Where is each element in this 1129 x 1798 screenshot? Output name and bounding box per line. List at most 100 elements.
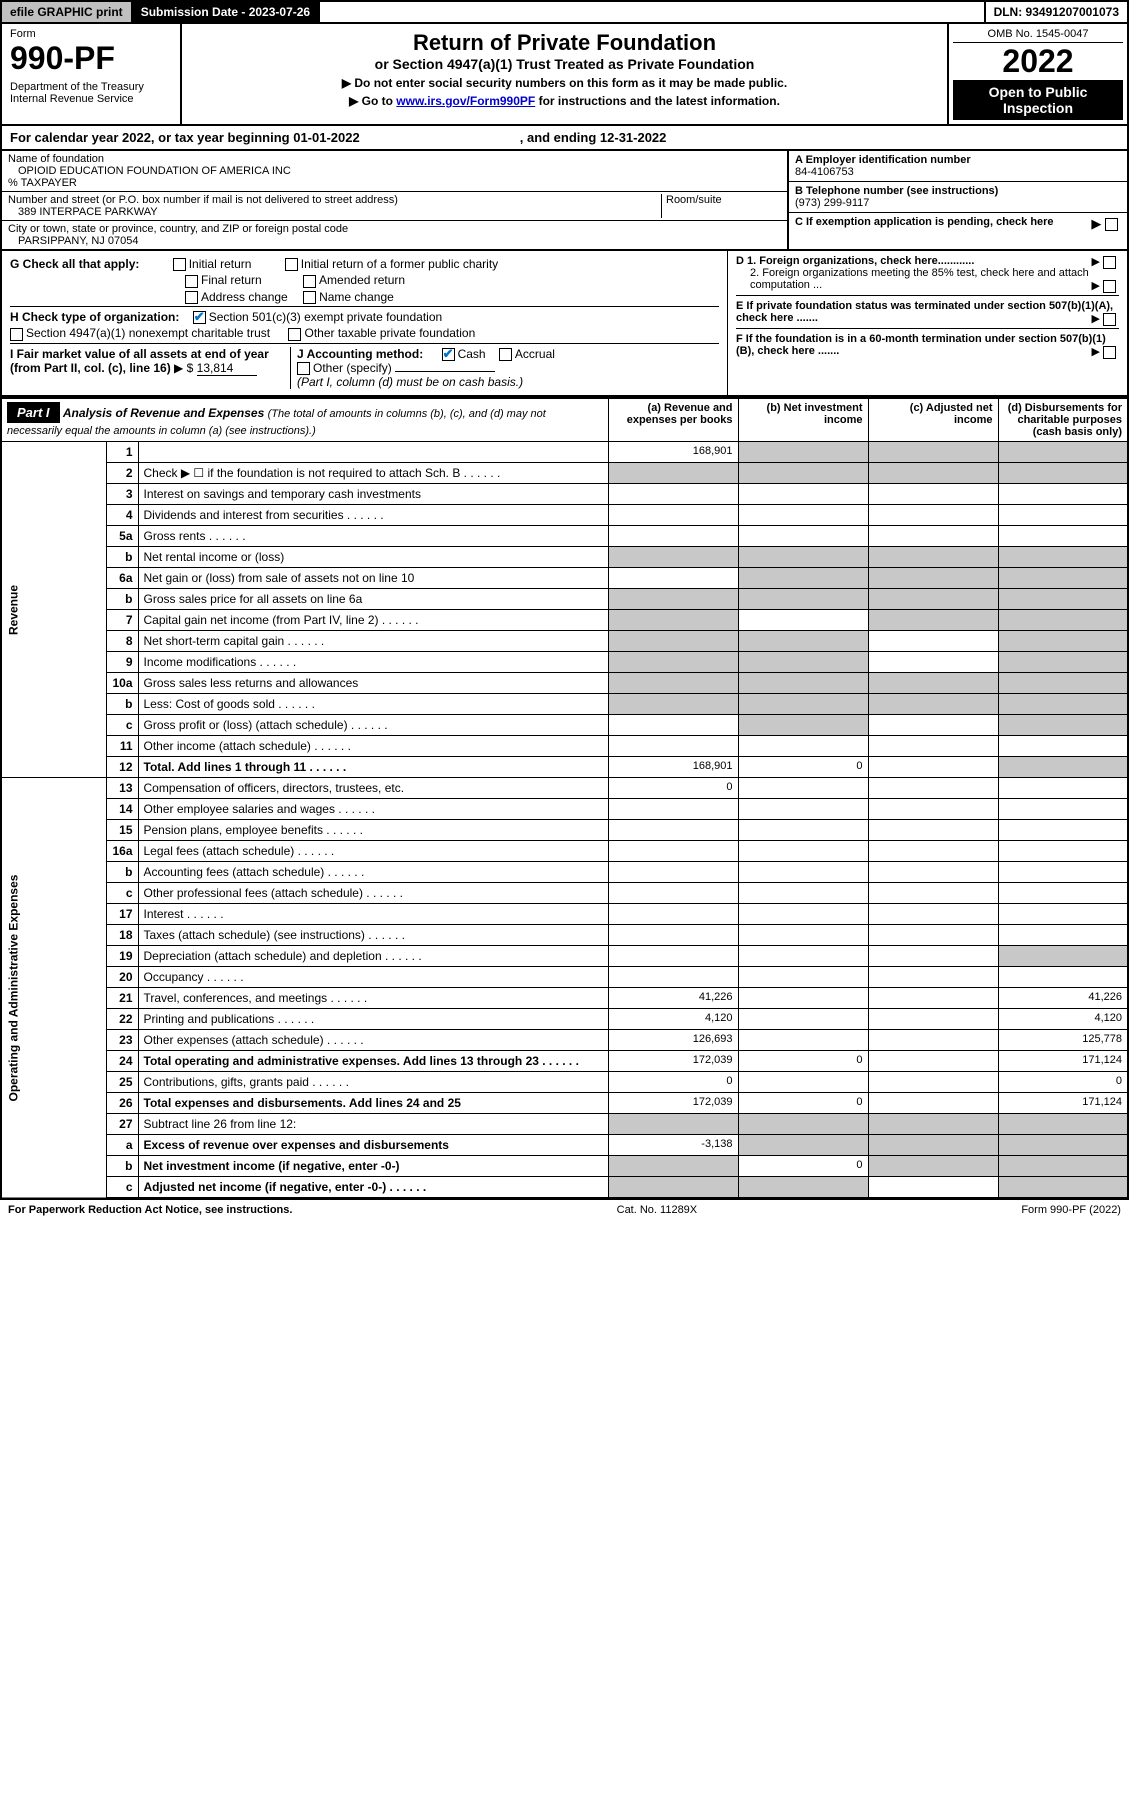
line-description: Occupancy . . . . . . (138, 967, 608, 988)
form990pf-link[interactable]: www.irs.gov/Form990PF (396, 94, 535, 108)
table-row: 9Income modifications . . . . . . (1, 652, 1128, 673)
line-description: Net short-term capital gain . . . . . . (138, 631, 608, 652)
col-c-header: (c) Adjusted net income (868, 398, 998, 442)
address-change-checkbox[interactable] (185, 291, 198, 304)
cell: 171,124 (998, 1051, 1128, 1072)
line-description: Subtract line 26 from line 12: (138, 1114, 608, 1135)
cell (738, 652, 868, 673)
cell: 0 (608, 778, 738, 799)
cell (738, 820, 868, 841)
cat-no: Cat. No. 11289X (617, 1204, 698, 1216)
cell (738, 673, 868, 694)
cell (608, 946, 738, 967)
table-row: bGross sales price for all assets on lin… (1, 589, 1128, 610)
paperwork-notice: For Paperwork Reduction Act Notice, see … (8, 1204, 292, 1216)
d1-checkbox[interactable] (1103, 256, 1116, 269)
cell (738, 862, 868, 883)
address-block: Number and street (or P.O. box number if… (2, 192, 787, 221)
line-description: Gross profit or (loss) (attach schedule)… (138, 715, 608, 736)
table-row: 4Dividends and interest from securities … (1, 505, 1128, 526)
cell (608, 904, 738, 925)
line-number: c (107, 1177, 138, 1199)
line-number: 11 (107, 736, 138, 757)
e-checkbox[interactable] (1103, 313, 1116, 326)
amended-return-checkbox[interactable] (303, 275, 316, 288)
f-checkbox[interactable] (1103, 346, 1116, 359)
line-description: Travel, conferences, and meetings . . . … (138, 988, 608, 1009)
line-number: 17 (107, 904, 138, 925)
line-description: Check ▶ ☐ if the foundation is not requi… (138, 463, 608, 484)
cell (998, 904, 1128, 925)
exemption-pending: C If exemption application is pending, c… (789, 213, 1127, 231)
initial-former-checkbox[interactable] (285, 258, 298, 271)
cell (998, 484, 1128, 505)
table-row: 21Travel, conferences, and meetings . . … (1, 988, 1128, 1009)
g-row: G Check all that apply: Initial return I… (10, 257, 719, 271)
cell (998, 442, 1128, 463)
cell (868, 526, 998, 547)
check-section: G Check all that apply: Initial return I… (0, 251, 1129, 397)
initial-return-checkbox[interactable] (173, 258, 186, 271)
ein-block: A Employer identification number 84-4106… (789, 151, 1127, 182)
cell (738, 1114, 868, 1135)
501c3-checkbox[interactable] (193, 311, 206, 324)
line-number: b (107, 547, 138, 568)
cell (738, 505, 868, 526)
analysis-table: Part I Analysis of Revenue and Expenses … (0, 397, 1129, 1199)
cell (608, 820, 738, 841)
cell (608, 925, 738, 946)
cell (998, 694, 1128, 715)
cell (998, 715, 1128, 736)
table-row: cGross profit or (loss) (attach schedule… (1, 715, 1128, 736)
table-row: bNet rental income or (loss) (1, 547, 1128, 568)
cash-checkbox[interactable] (442, 348, 455, 361)
cell (738, 568, 868, 589)
cell (608, 1156, 738, 1177)
final-return-checkbox[interactable] (185, 275, 198, 288)
table-row: 15Pension plans, employee benefits . . .… (1, 820, 1128, 841)
table-row: 5aGross rents . . . . . . (1, 526, 1128, 547)
line-description: Other expenses (attach schedule) . . . .… (138, 1030, 608, 1051)
cell: 172,039 (608, 1051, 738, 1072)
exemption-checkbox[interactable] (1105, 218, 1118, 231)
cell (868, 673, 998, 694)
table-row: 17Interest . . . . . . (1, 904, 1128, 925)
cell (998, 673, 1128, 694)
cell (738, 1135, 868, 1156)
line-description: Accounting fees (attach schedule) . . . … (138, 862, 608, 883)
cell: 171,124 (998, 1093, 1128, 1114)
cell (868, 1051, 998, 1072)
line-number: c (107, 715, 138, 736)
cell (998, 1135, 1128, 1156)
cell (998, 631, 1128, 652)
d2-checkbox[interactable] (1103, 280, 1116, 293)
table-row: 25Contributions, gifts, grants paid . . … (1, 1072, 1128, 1093)
line-number: 5a (107, 526, 138, 547)
cell (608, 484, 738, 505)
line-description: Pension plans, employee benefits . . . .… (138, 820, 608, 841)
cell (608, 463, 738, 484)
calendar-year-row: For calendar year 2022, or tax year begi… (0, 126, 1129, 151)
name-change-checkbox[interactable] (303, 291, 316, 304)
table-row: 2Check ▶ ☐ if the foundation is not requ… (1, 463, 1128, 484)
line-number: a (107, 1135, 138, 1156)
line-description: Excess of revenue over expenses and disb… (138, 1135, 608, 1156)
department: Department of the Treasury Internal Reve… (10, 81, 172, 105)
cell (998, 652, 1128, 673)
other-method-checkbox[interactable] (297, 362, 310, 375)
revenue-side-label: Revenue (1, 442, 107, 778)
cell (998, 547, 1128, 568)
other-taxable-checkbox[interactable] (288, 328, 301, 341)
line-description: Printing and publications . . . . . . (138, 1009, 608, 1030)
line-description: Dividends and interest from securities .… (138, 505, 608, 526)
cell (998, 946, 1128, 967)
table-row: 3Interest on savings and temporary cash … (1, 484, 1128, 505)
cell (998, 1156, 1128, 1177)
accrual-checkbox[interactable] (499, 348, 512, 361)
cell (998, 883, 1128, 904)
line-number: 1 (107, 442, 138, 463)
cell (738, 1030, 868, 1051)
4947a1-checkbox[interactable] (10, 328, 23, 341)
cell (998, 820, 1128, 841)
cell (868, 1009, 998, 1030)
